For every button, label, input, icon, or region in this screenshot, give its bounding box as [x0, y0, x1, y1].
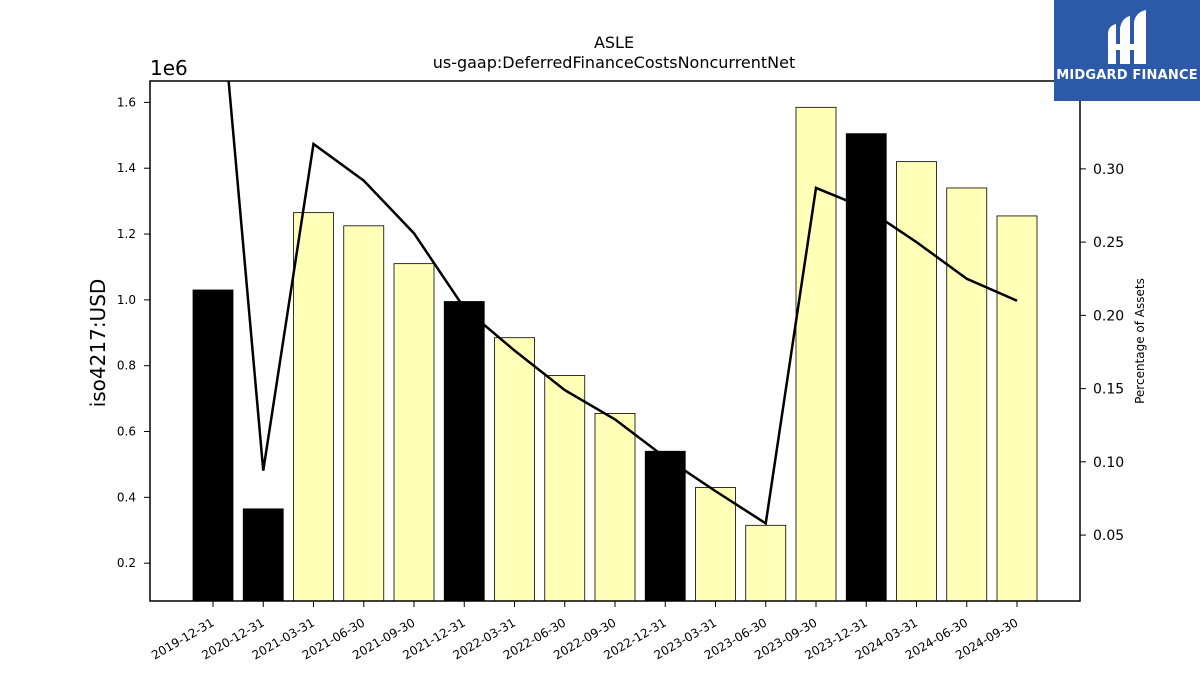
bar-2022-03-31 [494, 337, 535, 602]
logo-badge: MIDGARD FINANCE [1054, 0, 1200, 101]
y2-tick-label: 0.25 [1093, 235, 1124, 251]
y-tick-label: 1.2 [117, 227, 136, 241]
bar-2024-06-30 [946, 187, 988, 602]
bar-2021-03-31 [293, 212, 334, 602]
y-offset-label: 1e6 [150, 56, 188, 80]
y2-tick-label: 0.10 [1093, 455, 1124, 471]
bar-2022-06-30 [544, 375, 586, 602]
chart-title: ASLE [594, 33, 634, 52]
y2-tick-label: 0.05 [1093, 528, 1124, 544]
y-axis-title: iso4217:USD [86, 279, 110, 408]
bar-2023-12-31 [845, 133, 887, 602]
bar-2022-09-30 [594, 413, 636, 602]
pct-line-series [227, 81, 1018, 526]
y-tick-label: 1.6 [117, 95, 136, 109]
y2-tick-label: 0.20 [1093, 308, 1124, 324]
x-axis: 2019-12-312020-12-312021-03-312021-06-30… [149, 601, 1021, 662]
logo-text: MIDGARD FINANCE [1056, 68, 1198, 83]
y-tick-label: 0.2 [117, 556, 136, 570]
bar-2023-03-31 [695, 487, 736, 602]
bar-2019-12-31 [192, 289, 234, 602]
bar-2021-09-30 [393, 263, 435, 602]
bar-2021-06-30 [343, 225, 385, 602]
bar-2023-09-30 [795, 106, 837, 602]
y-tick-label: 1.0 [117, 293, 136, 307]
y-tick-label: 0.6 [117, 425, 136, 439]
y-tick-label: 1.4 [117, 161, 136, 175]
bar-2021-12-31 [443, 301, 485, 602]
y2-tick-label: 0.30 [1093, 162, 1124, 178]
bar-2023-06-30 [745, 524, 787, 602]
pct-line [227, 81, 1018, 526]
midgard-logo-icon [1108, 10, 1146, 64]
bar-2024-09-30 [996, 215, 1038, 602]
y-tick-label: 0.4 [117, 490, 136, 504]
y2-axis: 0.050.100.150.200.250.300.35 [1080, 89, 1124, 544]
y-tick-label: 0.8 [117, 359, 136, 373]
bar-2020-12-31 [242, 508, 284, 602]
bar-2024-03-31 [896, 161, 937, 602]
bar-2022-12-31 [644, 450, 686, 602]
bars [192, 106, 1038, 602]
chart-subtitle: us-gaap:DeferredFinanceCostsNoncurrentNe… [433, 53, 796, 72]
y-axis: 0.2 0.4 0.6 0.8 1.0 1.2 1.4 1.6 [117, 95, 150, 570]
y2-tick-label: 0.15 [1093, 382, 1124, 398]
plot-frame [149, 80, 1081, 602]
y2-axis-title: Percentage of Assets [1133, 278, 1147, 404]
